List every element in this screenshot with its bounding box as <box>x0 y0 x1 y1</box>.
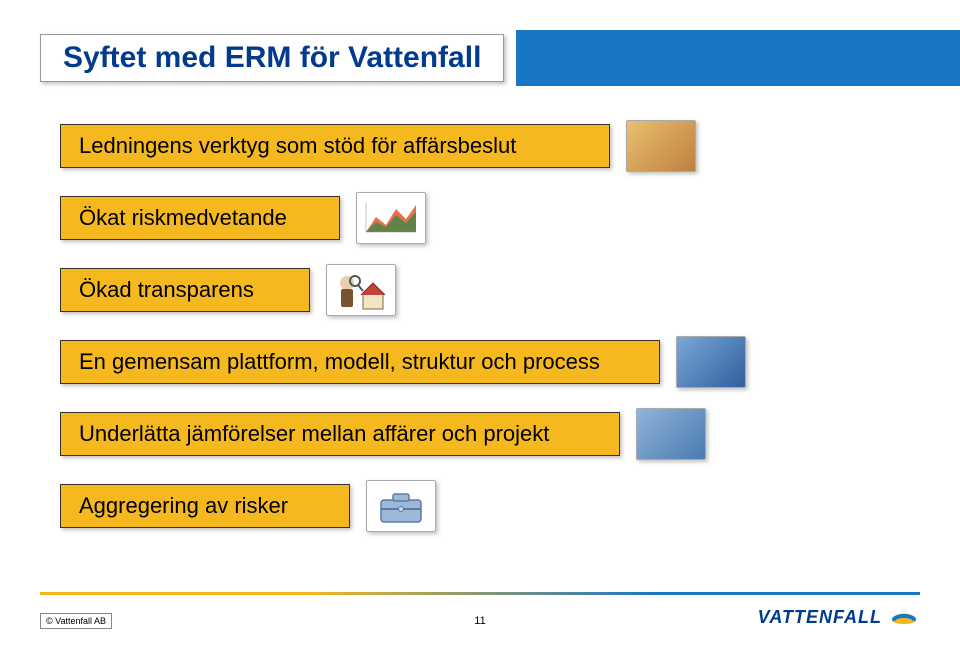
item-row: En gemensam plattform, modell, struktur … <box>60 336 900 388</box>
item-box-6: Aggregering av risker <box>60 484 350 528</box>
page-title: Syftet med ERM för Vattenfall <box>63 41 481 74</box>
content: Ledningens verktyg som stöd för affärsbe… <box>60 120 900 552</box>
title-band-fill <box>516 30 960 86</box>
item-row: Ökad transparens <box>60 264 900 316</box>
item-text: Aggregering av risker <box>79 493 288 518</box>
item-box-3: Ökad transparens <box>60 268 310 312</box>
item-row: Ledningens verktyg som stöd för affärsbe… <box>60 120 900 172</box>
item-row: Underlätta jämförelser mellan affärer oc… <box>60 408 900 460</box>
title-band: Syftet med ERM för Vattenfall <box>0 30 960 86</box>
item-row: Ökat riskmedvetande <box>60 192 900 244</box>
thumb-people-photo <box>626 120 696 172</box>
logo-swirl-icon <box>888 601 920 633</box>
item-box-5: Underlätta jämförelser mellan affärer oc… <box>60 412 620 456</box>
item-box-2: Ökat riskmedvetande <box>60 196 340 240</box>
footer-divider <box>40 592 920 595</box>
inspector-house-icon <box>331 267 391 313</box>
briefcase-icon <box>373 486 429 526</box>
thumb-blue-photo <box>676 336 746 388</box>
item-text: Ökad transparens <box>79 277 254 302</box>
copyright: © Vattenfall AB <box>40 613 112 629</box>
vattenfall-logo: VATTENFALL <box>758 601 920 633</box>
thumb-briefcase-icon <box>366 480 436 532</box>
item-text: Ledningens verktyg som stöd för affärsbe… <box>79 133 516 158</box>
page-number: 11 <box>474 615 485 627</box>
item-box-4: En gemensam plattform, modell, struktur … <box>60 340 660 384</box>
item-text: Underlätta jämförelser mellan affärer oc… <box>79 421 549 446</box>
thumb-surface-chart <box>356 192 426 244</box>
item-row: Aggregering av risker <box>60 480 900 532</box>
thumb-blue-photo-2 <box>636 408 706 460</box>
item-text: En gemensam plattform, modell, struktur … <box>79 349 600 374</box>
surface-chart-icon <box>361 197 421 239</box>
item-text: Ökat riskmedvetande <box>79 205 287 230</box>
title-box: Syftet med ERM för Vattenfall <box>40 34 504 82</box>
logo-text: VATTENFALL <box>758 607 882 628</box>
footer: © Vattenfall AB 11 VATTENFALL <box>0 579 960 649</box>
slide: Syftet med ERM för Vattenfall Ledningens… <box>0 0 960 649</box>
thumb-inspector-icon <box>326 264 396 316</box>
item-box-1: Ledningens verktyg som stöd för affärsbe… <box>60 124 610 168</box>
